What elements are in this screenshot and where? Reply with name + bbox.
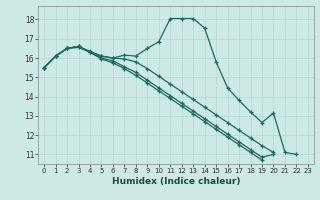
X-axis label: Humidex (Indice chaleur): Humidex (Indice chaleur) <box>112 177 240 186</box>
